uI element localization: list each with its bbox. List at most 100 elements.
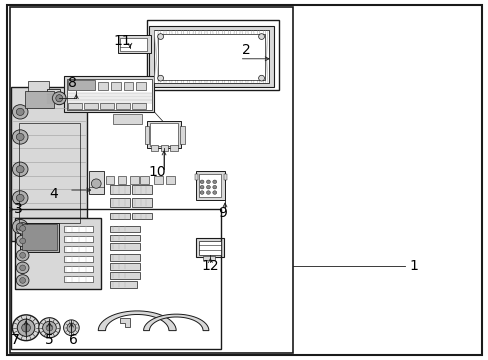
- Ellipse shape: [12, 130, 28, 144]
- Ellipse shape: [42, 321, 56, 334]
- Ellipse shape: [12, 105, 28, 119]
- Text: 7: 7: [11, 333, 20, 347]
- Bar: [110, 272, 140, 279]
- Ellipse shape: [200, 191, 203, 194]
- Bar: [145, 126, 149, 144]
- Ellipse shape: [20, 252, 25, 258]
- Bar: [64, 235, 93, 242]
- Bar: [110, 234, 140, 241]
- Bar: [46, 89, 60, 103]
- Ellipse shape: [21, 323, 30, 332]
- Bar: [198, 240, 221, 255]
- Ellipse shape: [16, 262, 29, 274]
- Bar: [11, 87, 87, 241]
- Bar: [150, 123, 178, 145]
- Bar: [166, 176, 175, 184]
- Bar: [111, 82, 121, 90]
- Bar: [64, 226, 93, 232]
- Bar: [110, 243, 140, 250]
- Bar: [118, 176, 126, 184]
- Ellipse shape: [206, 180, 210, 184]
- Bar: [110, 281, 137, 288]
- Bar: [130, 176, 139, 184]
- Bar: [195, 238, 224, 257]
- Ellipse shape: [39, 318, 60, 338]
- Ellipse shape: [206, 191, 210, 194]
- Bar: [195, 171, 224, 200]
- Ellipse shape: [20, 226, 25, 231]
- Ellipse shape: [16, 108, 24, 116]
- Bar: [154, 30, 268, 83]
- Text: 8: 8: [68, 76, 77, 90]
- Text: 10: 10: [148, 165, 166, 179]
- Text: 9: 9: [218, 206, 226, 220]
- Polygon shape: [143, 314, 208, 330]
- Ellipse shape: [16, 275, 29, 286]
- Bar: [154, 176, 163, 184]
- Bar: [203, 256, 215, 260]
- Bar: [64, 246, 93, 252]
- Ellipse shape: [158, 34, 163, 40]
- Bar: [20, 223, 59, 252]
- Bar: [147, 21, 278, 90]
- Ellipse shape: [206, 185, 210, 189]
- Ellipse shape: [200, 185, 203, 189]
- Ellipse shape: [200, 180, 203, 184]
- Text: 2: 2: [242, 43, 250, 57]
- Ellipse shape: [52, 92, 66, 105]
- Ellipse shape: [17, 319, 35, 336]
- Bar: [113, 114, 142, 125]
- Bar: [120, 38, 147, 51]
- Bar: [25, 91, 54, 108]
- Bar: [158, 34, 264, 80]
- Bar: [11, 209, 221, 348]
- Polygon shape: [98, 311, 176, 330]
- Text: 5: 5: [45, 333, 54, 347]
- Bar: [19, 123, 80, 223]
- Bar: [132, 198, 152, 207]
- Text: 12: 12: [201, 259, 219, 273]
- Bar: [110, 198, 130, 207]
- Ellipse shape: [12, 220, 28, 234]
- Bar: [194, 174, 197, 180]
- Bar: [64, 266, 93, 272]
- Text: 6: 6: [69, 333, 78, 347]
- Ellipse shape: [20, 238, 25, 244]
- Bar: [132, 103, 146, 109]
- Ellipse shape: [258, 34, 264, 40]
- Bar: [132, 185, 152, 194]
- Bar: [224, 174, 226, 180]
- Bar: [123, 82, 133, 90]
- Bar: [64, 276, 93, 282]
- Text: 11: 11: [114, 34, 131, 48]
- Ellipse shape: [212, 185, 216, 189]
- Bar: [118, 36, 151, 53]
- Ellipse shape: [158, 75, 163, 81]
- Bar: [110, 226, 140, 232]
- Bar: [64, 76, 154, 112]
- Bar: [158, 34, 264, 80]
- Ellipse shape: [16, 223, 29, 234]
- Ellipse shape: [212, 191, 216, 194]
- Ellipse shape: [46, 324, 53, 331]
- Bar: [180, 126, 184, 144]
- Bar: [160, 145, 167, 151]
- Bar: [84, 103, 98, 109]
- Ellipse shape: [16, 249, 29, 261]
- Ellipse shape: [12, 162, 28, 176]
- Bar: [15, 218, 101, 289]
- Bar: [27, 81, 49, 94]
- Ellipse shape: [91, 179, 101, 188]
- Bar: [170, 145, 177, 151]
- Ellipse shape: [258, 75, 264, 81]
- Bar: [132, 213, 152, 220]
- Ellipse shape: [63, 320, 79, 336]
- Ellipse shape: [16, 166, 24, 173]
- Bar: [68, 103, 81, 109]
- Bar: [198, 174, 221, 197]
- Ellipse shape: [16, 194, 24, 202]
- Ellipse shape: [20, 278, 25, 283]
- Ellipse shape: [12, 191, 28, 205]
- Bar: [140, 176, 149, 184]
- Bar: [66, 78, 152, 110]
